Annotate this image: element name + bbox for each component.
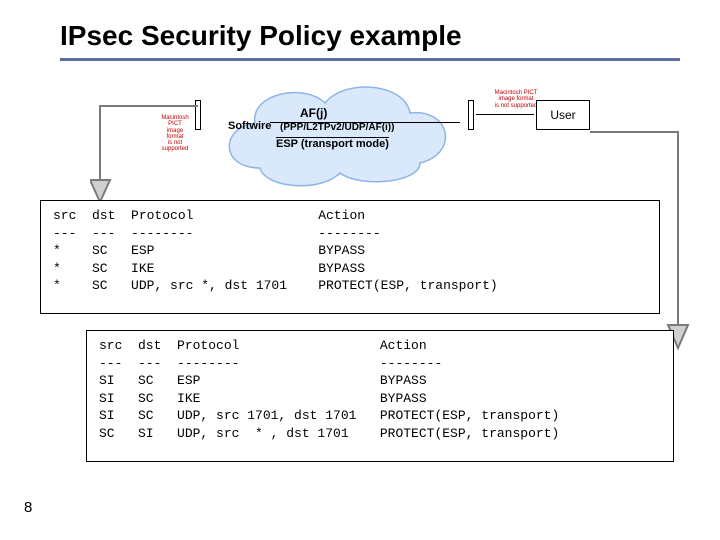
cloud-shape xyxy=(229,87,445,186)
user-box: User xyxy=(536,100,590,130)
softwire-link-label: (PPP/L2TPv2/UDP/AF(i)) xyxy=(280,122,394,133)
title-underline xyxy=(60,58,680,61)
missing-image-right: Macintosh PICT image format is not suppo… xyxy=(492,90,540,109)
policy-table-1: src dst Protocol Action --- --- --------… xyxy=(40,200,660,314)
af-label: AF(j) xyxy=(300,106,327,120)
softwire-label: Softwire xyxy=(228,120,271,132)
network-cloud xyxy=(210,78,460,188)
node-right xyxy=(468,100,474,130)
esp-label: ESP (transport mode) xyxy=(276,138,389,150)
page-number: 8 xyxy=(24,499,32,516)
page-title: IPsec Security Policy example xyxy=(60,20,680,52)
title-block: IPsec Security Policy example xyxy=(60,20,680,61)
policy-table-2: src dst Protocol Action --- --- --------… xyxy=(86,330,674,462)
user-link-line xyxy=(476,114,534,115)
